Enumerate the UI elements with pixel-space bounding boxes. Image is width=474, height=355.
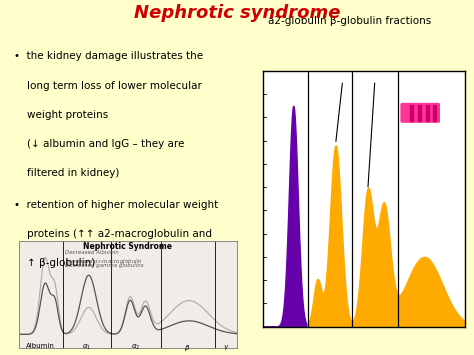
Text: Increased $\alpha_2$-macroglobulin: Increased $\alpha_2$-macroglobulin [65, 257, 143, 266]
Text: Nephrotic Syndrome: Nephrotic Syndrome [83, 242, 173, 251]
Text: Decreased gamma globulins: Decreased gamma globulins [65, 263, 143, 268]
Text: $\alpha_1$: $\alpha_1$ [82, 343, 91, 352]
Bar [433, 105, 436, 121]
Text: Nephrotic syndrome: Nephrotic syndrome [134, 4, 340, 22]
Text: $\beta$: $\beta$ [184, 343, 190, 353]
Text: long term loss of lower molecular: long term loss of lower molecular [14, 81, 202, 91]
FancyBboxPatch shape [401, 104, 439, 122]
Text: Albumin: Albumin [27, 343, 55, 349]
Bar [418, 105, 420, 121]
Text: •  retention of higher molecular weight: • retention of higher molecular weight [14, 200, 219, 210]
Text: a2-globulin β-globulin fractions: a2-globulin β-globulin fractions [268, 16, 431, 26]
Text: filtered in kidney): filtered in kidney) [14, 168, 119, 178]
Text: $\gamma$: $\gamma$ [223, 343, 229, 352]
Text: proteins (↑↑ a2-macroglobulin and: proteins (↑↑ a2-macroglobulin and [14, 229, 212, 239]
Text: $\alpha_2$: $\alpha_2$ [131, 343, 140, 352]
Text: weight proteins: weight proteins [14, 110, 109, 120]
Text: ↑ β-globulin): ↑ β-globulin) [14, 258, 95, 268]
Text: Decreased Albumin: Decreased Albumin [65, 250, 118, 255]
Bar [410, 105, 412, 121]
Text: (↓ albumin and IgG – they are: (↓ albumin and IgG – they are [14, 139, 184, 149]
Text: •  the kidney damage illustrates the: • the kidney damage illustrates the [14, 51, 203, 61]
Bar [426, 105, 428, 121]
